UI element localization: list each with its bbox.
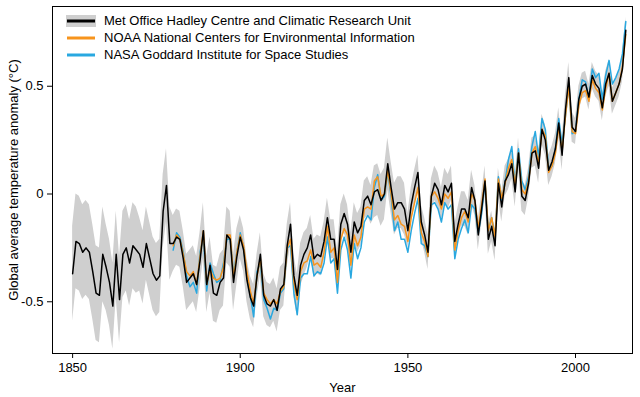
svg-text:-0.5: -0.5 <box>21 294 43 309</box>
svg-text:1900: 1900 <box>226 360 255 375</box>
html-text:NOAA National Centers for Envi: NOAA National Centers for Environmental … <box>104 30 415 45</box>
svg-text:0: 0 <box>36 186 43 201</box>
svg-text:1950: 1950 <box>393 360 422 375</box>
html-text:Met Office Hadley Centre and C: Met Office Hadley Centre and Climatic Re… <box>104 13 411 28</box>
svg-text:2000: 2000 <box>561 360 590 375</box>
svg-text:Year: Year <box>329 380 356 395</box>
html-text:NASA Goddard Institute for Spa: NASA Goddard Institute for Space Studies <box>104 47 349 62</box>
svg-text:0.5: 0.5 <box>25 78 43 93</box>
svg-text:1850: 1850 <box>58 360 87 375</box>
svg-text:Global average temperature ano: Global average temperature anomaly (°C) <box>6 59 21 300</box>
